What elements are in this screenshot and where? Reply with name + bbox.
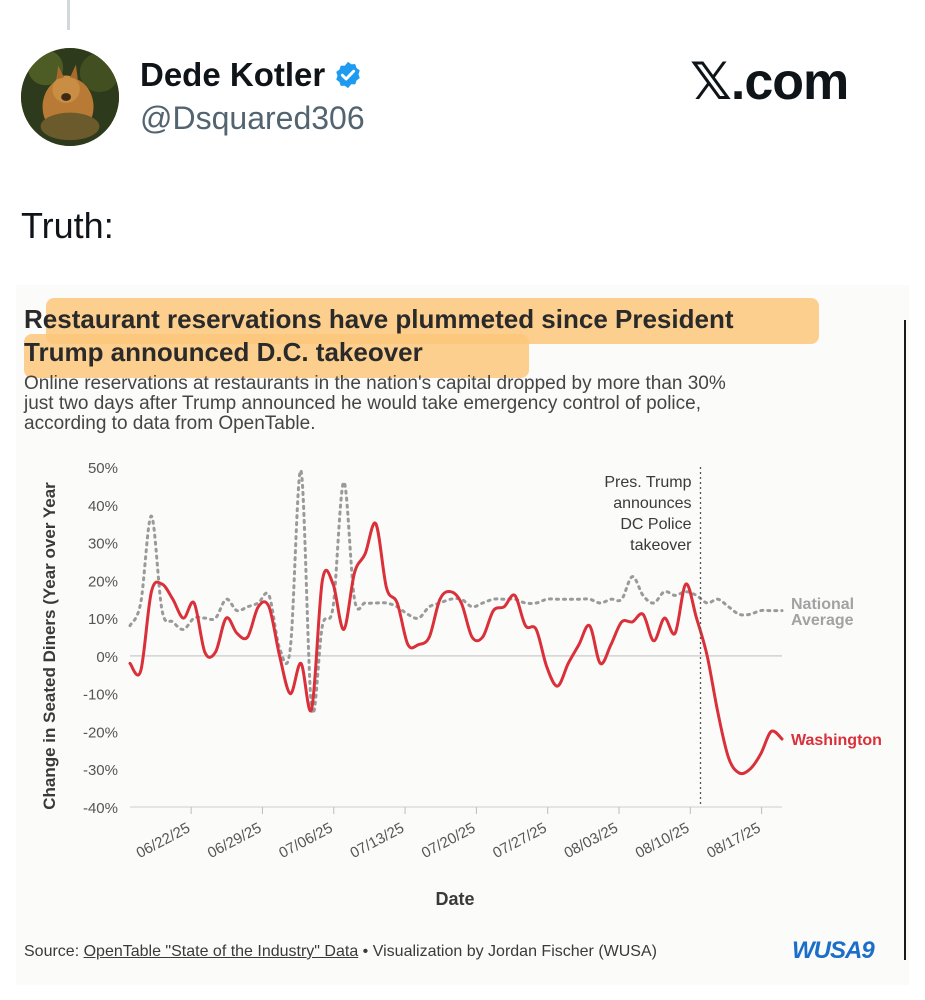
y-tick-label: 20%: [88, 573, 118, 590]
x-tick-label: 07/06/25: [276, 820, 336, 862]
thread-connector: [67, 0, 70, 30]
y-tick-label: 30%: [88, 536, 118, 553]
y-tick-label: 0%: [96, 649, 118, 666]
annotation-text-line: Pres. Trump: [604, 474, 691, 491]
series-label-washington: Washington: [791, 732, 882, 749]
y-axis-title: Change in Seated Diners (Year over Year: [40, 482, 59, 810]
x-tick-label: 08/17/25: [704, 820, 764, 862]
x-tick-label: 08/10/25: [633, 820, 693, 862]
attached-image[interactable]: [16, 285, 909, 985]
x-tick-label: 06/29/25: [205, 820, 265, 862]
avatar-image: [21, 48, 119, 146]
x-tick-label: 07/20/25: [419, 820, 479, 862]
chart-title: Restaurant reservations have plummeted s…: [24, 303, 824, 369]
annotation-text-line: takeover: [630, 537, 692, 554]
source-prefix: Source:: [24, 943, 84, 960]
wusa9-logo: WUSA9: [792, 937, 875, 964]
y-tick-label: -20%: [83, 724, 118, 741]
post-author: Dede Kotler @Dsquared306: [140, 56, 365, 137]
source-link[interactable]: OpenTable "State of the Industry" Data: [83, 943, 359, 960]
avatar[interactable]: [21, 48, 119, 146]
post-text: Truth:: [21, 205, 114, 246]
y-tick-label: -30%: [83, 762, 118, 779]
chart-subtitle-line-2: just two days after Trump announced he w…: [24, 393, 701, 414]
x-tick-label: 08/03/25: [561, 820, 621, 862]
annotation-text-line: DC Police: [620, 516, 691, 533]
chart-title-line-2: Trump announced D.C. takeover: [24, 337, 423, 367]
image-edge: [904, 320, 906, 960]
y-tick-label: 50%: [88, 460, 118, 477]
series-line-washington: [128, 521, 784, 776]
y-tick-label: -40%: [83, 800, 118, 817]
source-suffix: • Visualization by Jordan Fischer (WUSA): [358, 943, 657, 960]
x-brand-logo: 𝕏.com: [690, 53, 849, 111]
series-label-national-average: National: [791, 596, 854, 613]
y-tick-label: 10%: [88, 611, 118, 628]
annotation-text-line: announces: [613, 495, 691, 512]
author-handle[interactable]: @Dsquared306: [140, 100, 365, 136]
verified-badge-icon: [336, 61, 360, 89]
x-axis-title: Date: [435, 889, 474, 909]
chart-title-line-1: Restaurant reservations have plummeted s…: [24, 304, 734, 334]
chart-subtitle-line-3: according to data from OpenTable.: [24, 413, 316, 434]
x-tick-label: 07/27/25: [490, 820, 550, 862]
y-tick-label: -10%: [83, 687, 118, 704]
chart-source: Source: OpenTable "State of the Industry…: [24, 943, 657, 961]
chart-subtitle: Online reservations at restaurants in th…: [24, 374, 884, 434]
author-name[interactable]: Dede Kotler: [140, 56, 326, 93]
series-label-national-average: Average: [791, 612, 854, 629]
series: [128, 469, 784, 776]
title-highlight-2: [24, 334, 529, 378]
chart-subtitle-line-1: Online reservations at restaurants in th…: [24, 373, 726, 394]
x-tick-label: 07/13/25: [347, 820, 407, 862]
y-tick-label: 40%: [88, 498, 118, 515]
x-tick-label: 06/22/25: [133, 820, 193, 862]
